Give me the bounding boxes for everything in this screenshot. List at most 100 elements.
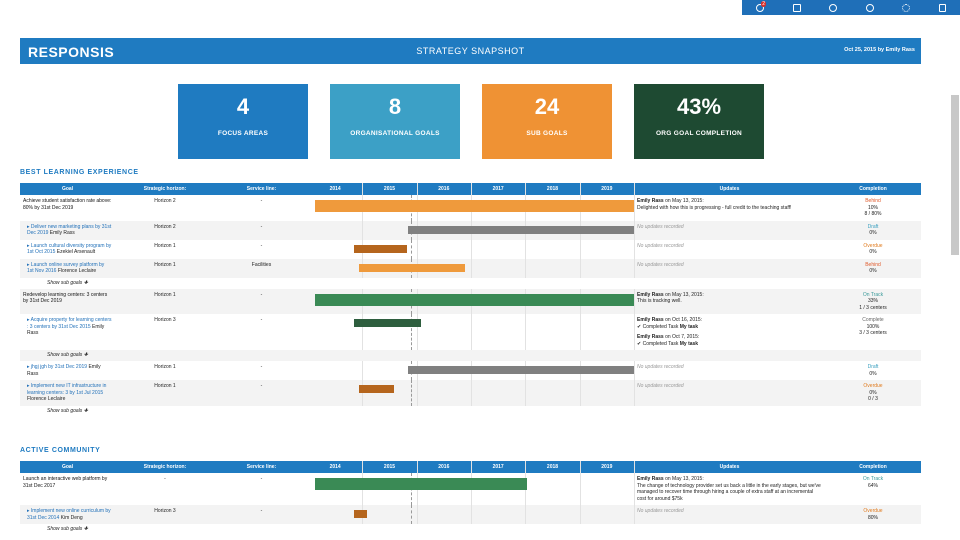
sub-goal-link[interactable]: ▸ Acquire property for learning centers … xyxy=(27,317,112,330)
year-label: 2015 xyxy=(383,464,396,470)
update-date: on May 13, 2015: xyxy=(665,198,704,204)
goal-cell: Achieve student satisfaction rate above:… xyxy=(20,195,115,221)
update-author: Emily Rass xyxy=(637,198,664,204)
show-label[interactable]: Show sub goals xyxy=(47,526,83,532)
year-line xyxy=(362,461,364,473)
year-line xyxy=(579,258,581,278)
gantt-bar xyxy=(359,385,394,393)
help-icon[interactable] xyxy=(829,3,838,12)
sub-goal-link[interactable]: ▸ Implement new IT infrastructure in lea… xyxy=(27,383,107,396)
task-name: My task xyxy=(679,340,699,347)
compass-icon[interactable] xyxy=(865,3,874,12)
show-label[interactable]: Show sub goals xyxy=(47,352,83,358)
col-updates: Updates xyxy=(719,464,740,470)
year-line xyxy=(634,258,635,278)
year-line xyxy=(471,258,472,278)
percent: 100% xyxy=(866,323,880,330)
sub-goal-link[interactable]: ▸ Implement new online curriculum by 31s… xyxy=(27,508,111,521)
updates: Emily Rass on May 13, 2015: Delighted wit… xyxy=(634,195,825,221)
year-line xyxy=(471,505,472,524)
goal-row: Show sub goals ✚ xyxy=(20,350,921,361)
percent: 0% xyxy=(869,230,877,236)
col-completion: Completion xyxy=(859,464,887,470)
update-date: on May 13, 2015: xyxy=(665,291,704,298)
year-line xyxy=(634,183,635,195)
show-sub-goals[interactable]: Show sub goals ✚ xyxy=(20,406,921,417)
status: On Track xyxy=(862,291,884,298)
gantt-bar xyxy=(315,293,634,306)
no-updates: No updates recorded xyxy=(637,223,684,230)
goal-cell: ▸ jhgj jgh by 31st Dec 2019 Emily Rass xyxy=(20,361,115,380)
updates: Emily Rass on May 13, 2015: The change of… xyxy=(634,473,825,505)
year-line xyxy=(634,473,635,505)
year-line xyxy=(634,239,635,259)
status: Overdue xyxy=(863,242,883,249)
logout-icon[interactable] xyxy=(938,3,946,12)
settings-icon[interactable] xyxy=(902,3,911,12)
status: Overdue xyxy=(863,508,883,514)
year-label: 2015 xyxy=(383,186,396,192)
update-text: ✔ Completed Task My task xyxy=(637,340,699,347)
completion: Complete 100% 3 / 3 centers xyxy=(825,314,921,350)
status: Overdue xyxy=(863,383,883,389)
update-body: Delighted with how this is progressing -… xyxy=(637,204,792,211)
horizon: Horizon 1 xyxy=(154,242,176,249)
col-goal: Goal xyxy=(61,186,74,192)
update-author: Emily Rass xyxy=(637,334,664,340)
section-title: BEST LEARNING EXPERIENCE xyxy=(20,169,139,176)
timeline xyxy=(308,473,635,505)
percent: 0% xyxy=(869,370,877,377)
timeline xyxy=(308,314,635,350)
stat-card: 24 SUB GOALS xyxy=(482,84,612,159)
sub-goal-link[interactable]: ▸ Launch online survey platform by 1st N… xyxy=(27,261,105,275)
horizon: Horizon 3 xyxy=(154,317,176,323)
book-icon[interactable] xyxy=(792,3,801,12)
year-label: 2017 xyxy=(492,464,504,470)
show-label[interactable]: Show sub goals xyxy=(47,407,83,414)
goal-row: Show sub goals ✚ xyxy=(20,278,921,289)
section: ACTIVE COMMUNITY Goal Strategic horizon: Se… xyxy=(20,447,921,535)
stat-label: ORGANISATIONAL GOALS xyxy=(350,130,440,137)
year-line xyxy=(471,380,472,406)
toolbar: 2 xyxy=(742,0,960,15)
year-line xyxy=(579,461,581,473)
show-sub-goals[interactable]: Show sub goals ✚ xyxy=(20,278,921,289)
year-line xyxy=(416,461,418,473)
goal-cell: ▸ Implement new IT infrastructure in lea… xyxy=(20,380,115,406)
year-line xyxy=(362,361,364,380)
year-line xyxy=(525,183,527,195)
update-body: The change of technology provider set us… xyxy=(637,482,821,502)
sub-goal-link[interactable]: ▸ Launch cultural diversity program by 1… xyxy=(27,242,112,256)
goal-row: ▸ Acquire property for learning centers … xyxy=(20,314,921,350)
year-line xyxy=(416,380,418,406)
year-line xyxy=(416,239,418,259)
plus-icon[interactable]: ✚ xyxy=(82,526,88,532)
scrollbar[interactable] xyxy=(951,95,959,255)
plus-icon[interactable]: ✚ xyxy=(82,352,88,358)
goal-row: Show sub goals ✚ xyxy=(20,524,921,535)
timeline xyxy=(308,505,635,524)
plus-icon[interactable]: ✚ xyxy=(82,407,88,414)
sub-goal-link[interactable]: ▸ jhgj jgh by 31st Dec 2019 xyxy=(27,364,88,370)
status: On Track xyxy=(862,476,884,482)
goal-name: Achieve student satisfaction rate above:… xyxy=(23,198,112,211)
update-author: Emily Rass xyxy=(637,317,664,323)
notifications-icon[interactable]: 2 xyxy=(756,0,767,12)
gantt-bar xyxy=(315,200,634,212)
no-updates: No updates recorded xyxy=(637,508,684,514)
year-line xyxy=(634,505,635,524)
show-sub-goals[interactable]: Show sub goals ✚ xyxy=(20,350,921,361)
owner: Ezekiel Arsenault xyxy=(56,249,96,255)
show-sub-goals[interactable]: Show sub goals ✚ xyxy=(20,524,921,535)
year-line xyxy=(634,314,635,350)
owner: Florence Leclaire xyxy=(57,268,97,274)
sub-goal-link[interactable]: ▸ Deliver new marketing plans by 31st De… xyxy=(27,223,112,237)
col-service: Service line: xyxy=(246,464,277,470)
goal-row: ▸ Deliver new marketing plans by 31st De… xyxy=(20,220,921,240)
stat-card: 4 FOCUS AREAS xyxy=(178,84,308,159)
show-label[interactable]: Show sub goals xyxy=(47,279,83,286)
plus-icon[interactable]: ✚ xyxy=(82,279,88,286)
year-line xyxy=(525,239,527,259)
update-author: Emily Rass xyxy=(637,476,664,482)
